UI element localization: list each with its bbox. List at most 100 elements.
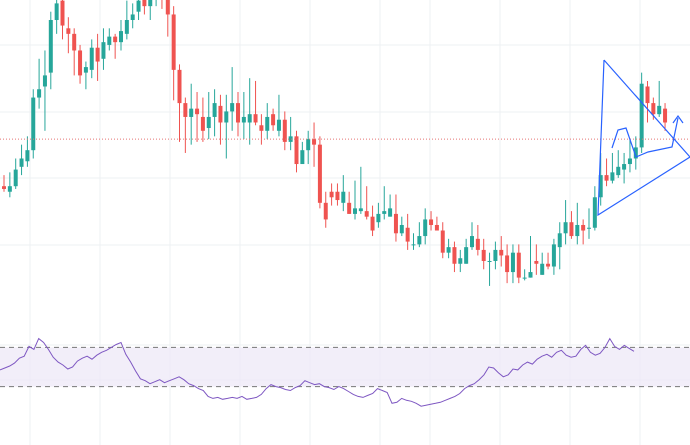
candle: [592, 186, 597, 231]
candle-body: [464, 247, 469, 264]
candle-body: [610, 172, 615, 181]
candle: [2, 175, 6, 192]
candle: [522, 269, 527, 281]
candle-body: [236, 103, 240, 123]
candle-body: [42, 75, 47, 87]
candle-body: [177, 69, 182, 104]
candle: [481, 238, 486, 270]
candle: [66, 17, 71, 54]
candle: [218, 94, 223, 145]
candle: [142, 0, 147, 15]
candle: [306, 130, 311, 165]
candle: [358, 166, 363, 214]
candle: [575, 202, 580, 245]
candle-body: [475, 238, 480, 250]
candle: [364, 186, 369, 220]
candle-body: [440, 230, 445, 253]
candle: [633, 136, 638, 170]
candle-body: [399, 224, 404, 234]
candle-body: [569, 222, 574, 237]
candle: [72, 28, 77, 76]
candle-body: [72, 33, 77, 51]
candle-body: [89, 47, 94, 70]
candle-body: [7, 186, 12, 192]
candle-body: [171, 14, 176, 70]
candle-body: [505, 255, 510, 273]
candle-body: [347, 202, 352, 214]
candle-body: [13, 169, 18, 187]
candle-body: [317, 144, 322, 203]
candle-body: [423, 219, 428, 237]
candle-body: [253, 114, 258, 123]
candle-body: [265, 116, 270, 131]
candle-body: [37, 89, 42, 98]
candle: [516, 244, 521, 284]
candle: [265, 103, 270, 140]
candle-body: [651, 103, 656, 115]
candle-body: [657, 105, 662, 115]
drawing-tools[interactable]: [597, 59, 690, 217]
candle: [587, 208, 591, 239]
candle-body: [2, 186, 6, 189]
candle-body: [452, 247, 457, 264]
candle-body: [48, 20, 53, 73]
candle: [37, 58, 42, 109]
candle-body: [388, 208, 393, 217]
candle: [13, 158, 18, 189]
candle-body: [557, 233, 562, 248]
candle: [317, 136, 322, 209]
candle-body: [335, 191, 340, 201]
candle-body: [604, 175, 609, 181]
candle-body: [364, 211, 369, 217]
candle-body: [341, 191, 346, 203]
candle-body: [247, 114, 252, 123]
candle-body: [329, 191, 334, 198]
price-path-arrow: [611, 117, 679, 158]
candle: [101, 28, 106, 70]
triangle-lower-line: [597, 59, 690, 217]
candle-body: [306, 139, 311, 151]
candle: [604, 158, 609, 187]
candle: [119, 20, 123, 51]
candle: [370, 205, 375, 237]
candle: [499, 236, 504, 267]
candle: [124, 0, 129, 40]
candle-body: [224, 111, 229, 123]
candle: [161, 0, 163, 9]
candle: [165, 0, 170, 37]
candle: [616, 150, 621, 178]
candle: [610, 152, 615, 184]
candle-body: [60, 0, 65, 26]
candle: [42, 50, 47, 131]
candle-body: [165, 0, 170, 15]
candle-body: [575, 224, 580, 237]
candle: [434, 216, 439, 231]
price-path-arrow-head: [672, 114, 684, 124]
candle: [323, 191, 328, 228]
candle: [247, 78, 252, 145]
candle: [230, 67, 235, 131]
candle: [645, 80, 650, 123]
candle: [382, 186, 387, 220]
candle-body: [587, 227, 591, 229]
candle: [189, 83, 194, 145]
candle: [200, 97, 205, 142]
candle: [54, 0, 59, 34]
candle-body: [282, 119, 287, 142]
candle-body: [353, 208, 357, 214]
candle: [347, 191, 352, 214]
candle: [253, 80, 258, 126]
candle: [329, 183, 334, 206]
candle: [241, 92, 246, 140]
candle-body: [493, 249, 498, 261]
candle-body: [616, 166, 621, 176]
candle: [505, 244, 510, 284]
candle: [429, 211, 434, 231]
candle: [458, 249, 463, 273]
candle: [622, 152, 627, 184]
candle: [353, 180, 357, 220]
candle: [411, 233, 416, 250]
candle-body: [627, 158, 632, 165]
